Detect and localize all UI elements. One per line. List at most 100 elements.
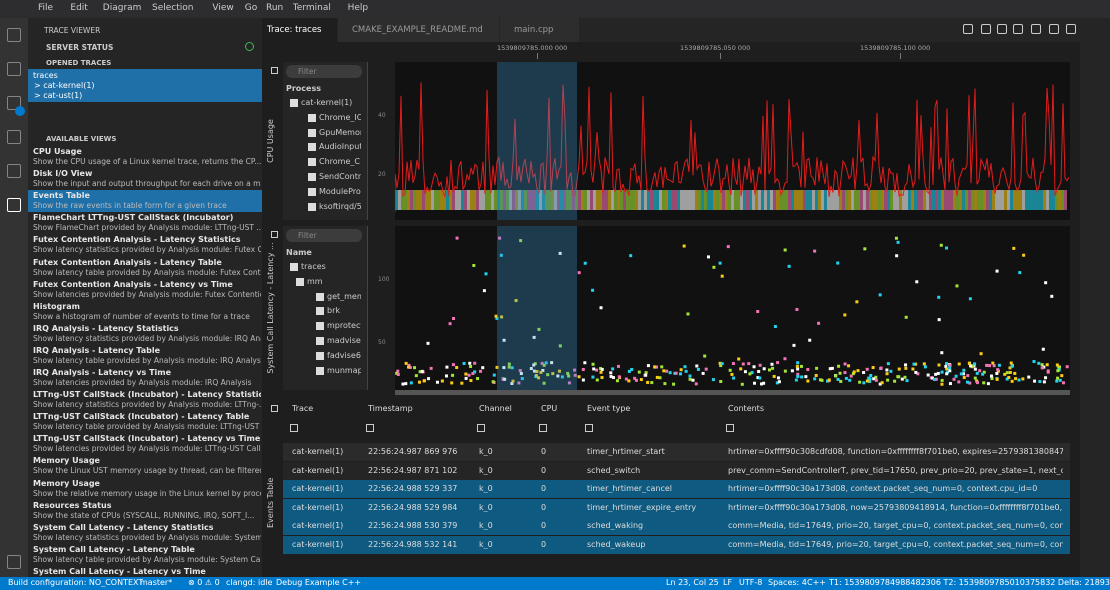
- tree-row[interactable]: Chrome_IO: [319, 112, 361, 122]
- checkbox[interactable]: [308, 173, 316, 181]
- activity-icon[interactable]: [7, 96, 21, 110]
- view-name[interactable]: Events Table: [33, 191, 90, 201]
- tree-row[interactable]: ksoftirqd/5: [319, 201, 361, 211]
- filter-input[interactable]: Filter: [286, 229, 362, 242]
- status-item[interactable]: ⊗ 0 ⚠ 0: [188, 578, 220, 587]
- view-name[interactable]: IRQ Analysis - Latency Table: [33, 345, 161, 355]
- status-item[interactable]: Ln 23, Col 25: [666, 578, 719, 587]
- view-name[interactable]: Histogram: [33, 301, 80, 311]
- checkbox[interactable]: [308, 187, 316, 196]
- toolbar-button[interactable]: [963, 24, 973, 34]
- checkbox[interactable]: [316, 307, 324, 316]
- trace-item[interactable]: > cat-kernel(1): [34, 81, 95, 90]
- activity-icon[interactable]: [7, 62, 21, 76]
- view-name[interactable]: System Call Latency - Latency Table: [33, 544, 195, 554]
- tab[interactable]: Trace: traces: [262, 18, 338, 42]
- view-name[interactable]: Memory Usage: [33, 456, 100, 466]
- menu-item[interactable]: Terminal: [292, 3, 331, 13]
- close-button[interactable]: [271, 67, 278, 74]
- view-name[interactable]: Resources Status: [33, 500, 112, 510]
- table-row[interactable]: [283, 480, 1070, 498]
- toolbar-button[interactable]: [1049, 24, 1059, 34]
- tree-row[interactable]: ModulePro: [319, 186, 361, 196]
- column-filter[interactable]: [366, 424, 374, 432]
- menu-item[interactable]: Selection: [152, 3, 194, 13]
- tree-row[interactable]: fadvise64: [327, 350, 361, 360]
- view-name[interactable]: Futex Contention Analysis - Latency Stat…: [33, 235, 241, 245]
- tree-row[interactable]: brk: [327, 306, 340, 316]
- status-item[interactable]: T1: 1539809784988482306 T2: 153980978501…: [829, 578, 1110, 587]
- tree-row[interactable]: mm: [307, 276, 323, 286]
- tab[interactable]: CMAKE_EXAMPLE_README.md: [338, 18, 500, 42]
- activity-icon[interactable]: [7, 198, 21, 212]
- status-item[interactable]: Debug Example C++: [276, 578, 362, 587]
- trace-item[interactable]: > cat-ust(1): [34, 91, 83, 100]
- status-item[interactable]: LF: [723, 578, 733, 587]
- activity-icon[interactable]: [7, 28, 21, 42]
- column-filter[interactable]: [539, 424, 547, 432]
- tree-row[interactable]: traces: [301, 262, 326, 271]
- tree-row[interactable]: SendContr: [319, 172, 361, 181]
- status-item[interactable]: master*: [140, 578, 173, 587]
- checkbox[interactable]: [316, 322, 324, 331]
- view-name[interactable]: Memory Usage: [33, 478, 100, 488]
- column-filter[interactable]: [290, 424, 298, 432]
- table-row[interactable]: [283, 461, 1070, 480]
- view-name[interactable]: Futex Contention Analysis - Latency vs T…: [33, 279, 233, 289]
- view-name[interactable]: IRQ Analysis - Latency vs Time: [33, 368, 172, 377]
- tree-row[interactable]: AudioInput: [319, 142, 361, 152]
- status-item[interactable]: UTF-8: [739, 578, 763, 587]
- view-name[interactable]: CPU Usage: [33, 147, 82, 156]
- menu-item[interactable]: Run: [266, 3, 284, 13]
- table-row[interactable]: [283, 517, 1070, 535]
- view-name[interactable]: Futex Contention Analysis - Latency Tabl…: [33, 257, 222, 267]
- toolbar-button[interactable]: [1066, 24, 1076, 34]
- status-item[interactable]: C++: [807, 578, 826, 587]
- view-name[interactable]: System Call Latency - Latency Statistics: [33, 522, 214, 532]
- checkbox[interactable]: [290, 263, 298, 271]
- view-name[interactable]: LTTng-UST CallStack (Incubator) - Latenc…: [33, 390, 261, 400]
- checkbox[interactable]: [308, 143, 316, 152]
- trace-item[interactable]: traces: [33, 71, 58, 80]
- tab[interactable]: main.cpp: [500, 18, 580, 42]
- menu-item[interactable]: Edit: [70, 3, 88, 13]
- close-button[interactable]: [271, 405, 278, 412]
- table-row[interactable]: [283, 498, 1070, 517]
- table-row[interactable]: [283, 535, 1070, 554]
- menu-item[interactable]: Diagram: [102, 3, 142, 13]
- tree-row[interactable]: GpuMemor: [319, 127, 361, 137]
- tree-row[interactable]: Chrome_C: [319, 157, 360, 167]
- close-button[interactable]: [271, 231, 278, 238]
- toolbar-button[interactable]: [1013, 24, 1023, 34]
- menu-item[interactable]: View: [212, 3, 234, 13]
- checkbox[interactable]: [316, 366, 324, 375]
- activity-icon[interactable]: [7, 555, 21, 569]
- menu-item[interactable]: File: [38, 3, 54, 13]
- column-filter[interactable]: [726, 424, 734, 432]
- checkbox[interactable]: [308, 113, 316, 122]
- toolbar-button[interactable]: [1031, 24, 1041, 34]
- tree-row[interactable]: mprotect: [327, 321, 361, 331]
- tree-row[interactable]: cat-kernel(1): [301, 98, 353, 107]
- checkbox[interactable]: [316, 292, 324, 301]
- checkbox[interactable]: [296, 277, 304, 286]
- checkbox[interactable]: [308, 202, 316, 211]
- toolbar-button[interactable]: [997, 24, 1007, 34]
- checkbox[interactable]: [316, 337, 324, 345]
- status-item[interactable]: clangd: idle: [226, 578, 273, 587]
- tree-row[interactable]: munmap: [327, 365, 361, 375]
- checkbox[interactable]: [290, 99, 298, 107]
- view-name[interactable]: FlameChart LTTng-UST CallStack (Incubato…: [33, 213, 234, 223]
- checkbox[interactable]: [316, 351, 324, 360]
- menu-item[interactable]: Go: [244, 3, 258, 13]
- checkbox[interactable]: [308, 158, 316, 167]
- activity-icon[interactable]: [7, 130, 21, 144]
- filter-input[interactable]: Filter: [286, 65, 362, 78]
- view-name[interactable]: LTTng-UST CallStack (Incubator) - Latenc…: [33, 412, 250, 422]
- view-name[interactable]: Disk I/O View: [33, 169, 93, 179]
- column-filter[interactable]: [585, 424, 593, 432]
- column-filter[interactable]: [477, 424, 485, 432]
- view-name[interactable]: IRQ Analysis - Latency Statistics: [33, 323, 179, 333]
- tree-row[interactable]: get_mem: [327, 291, 361, 301]
- menu-item[interactable]: Help: [347, 3, 369, 13]
